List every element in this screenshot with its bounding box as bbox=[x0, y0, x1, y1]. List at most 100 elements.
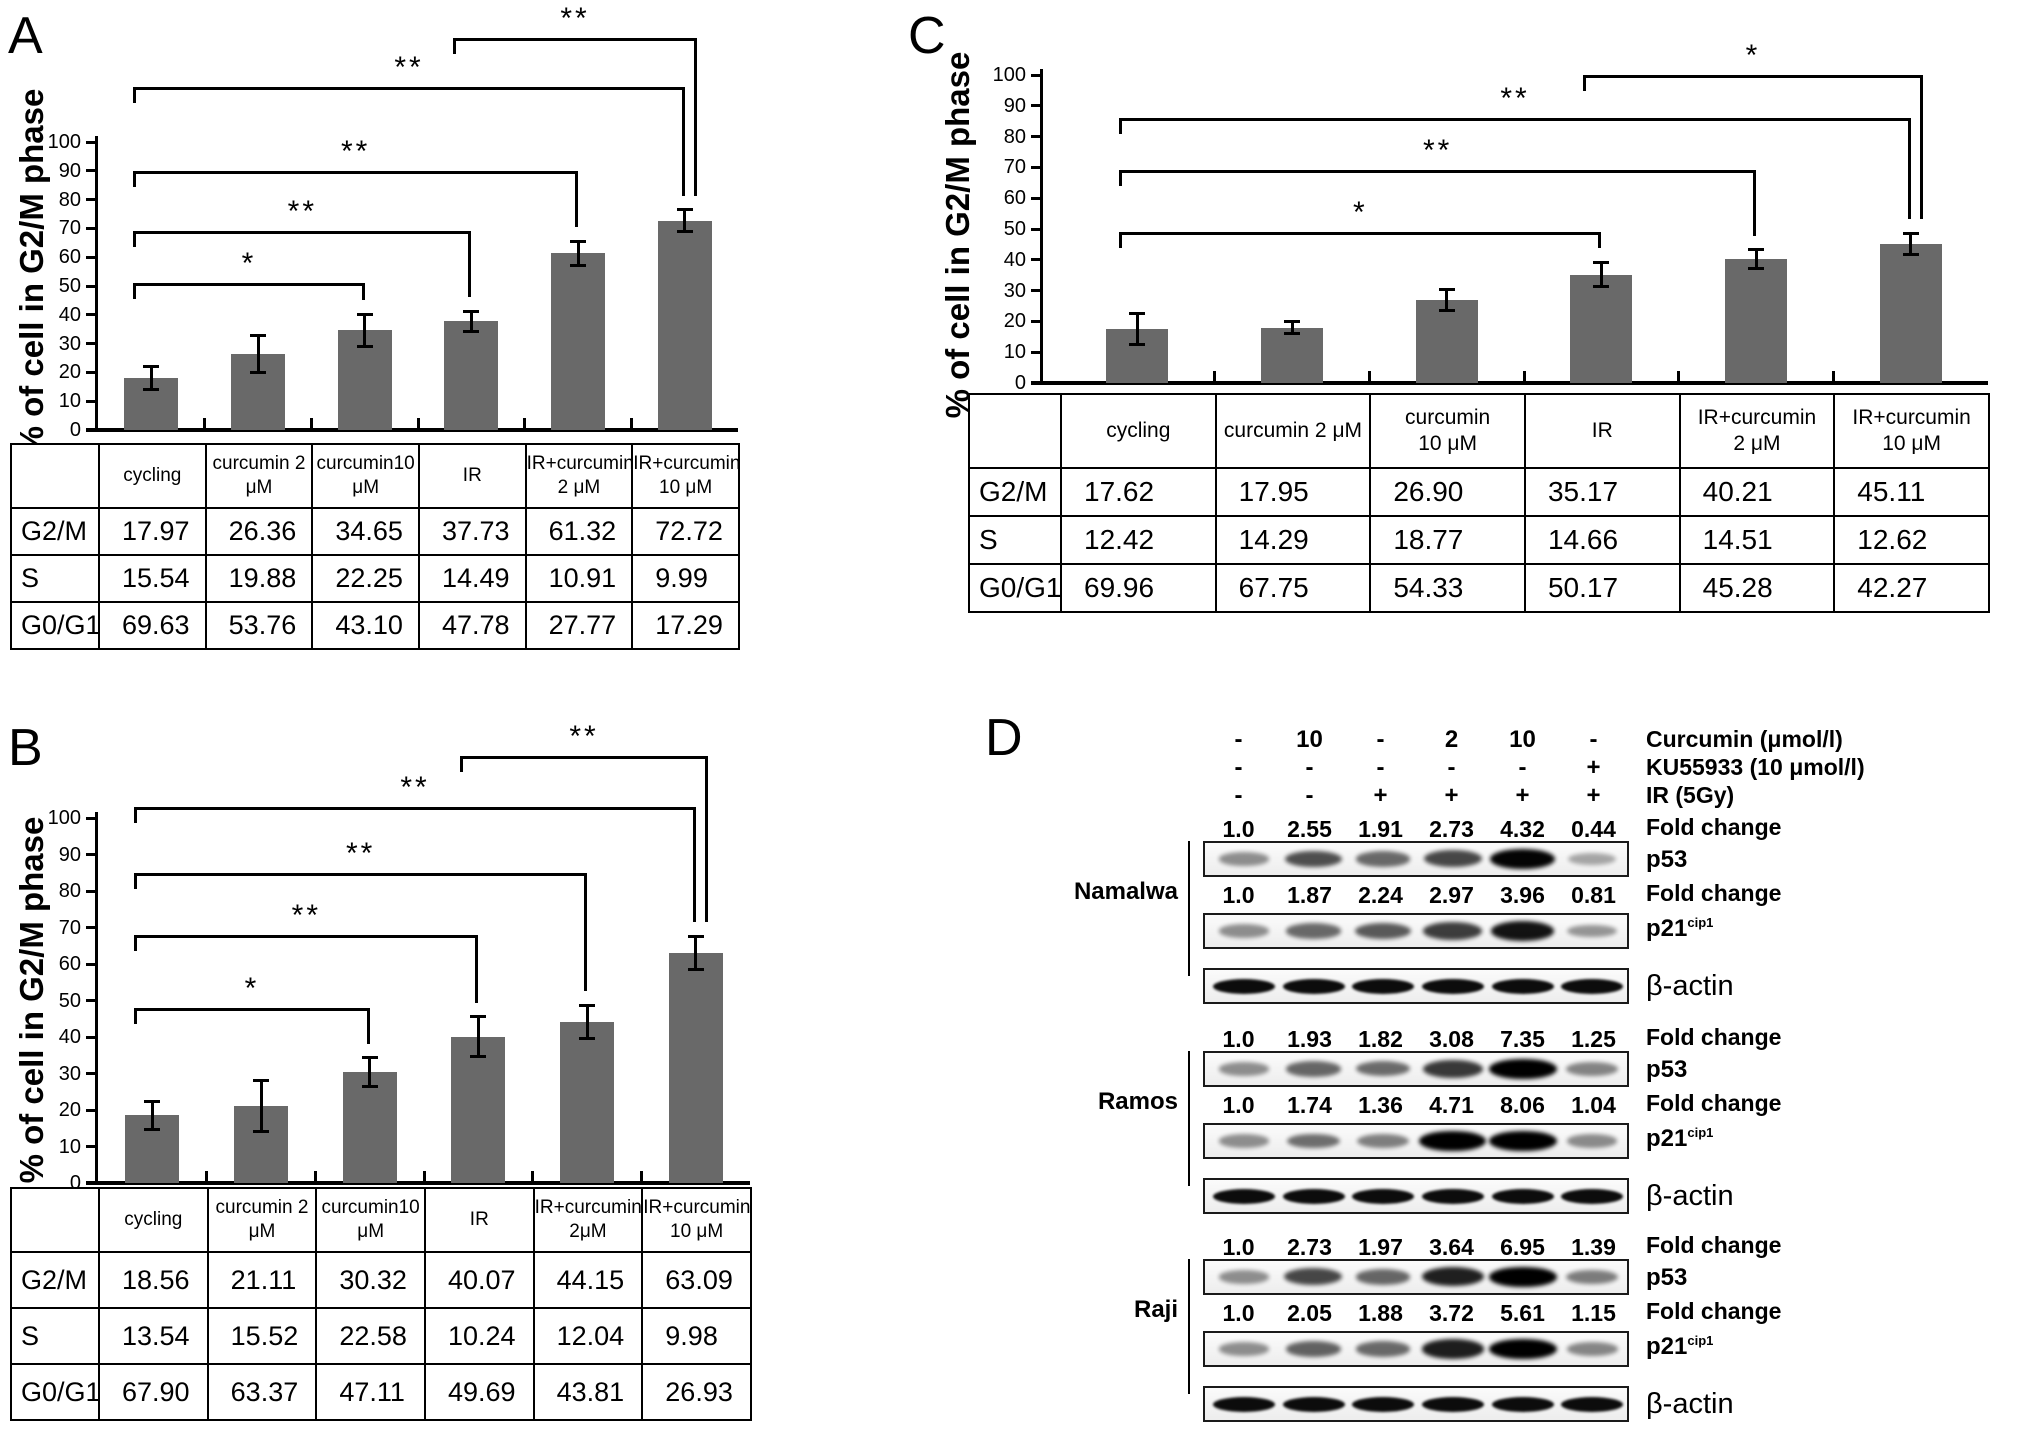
error-bar-line bbox=[1135, 313, 1139, 345]
blot-band bbox=[1284, 850, 1343, 868]
sig-bracket-left-tick bbox=[134, 1007, 138, 1024]
x-category-tick bbox=[1677, 371, 1681, 383]
y-tick-label: 40 bbox=[58, 303, 81, 326]
blot-band bbox=[1561, 978, 1624, 994]
table-cell: 44.15 bbox=[532, 1251, 644, 1309]
error-bar-cap-bottom bbox=[1129, 342, 1146, 346]
x-category-tick bbox=[531, 1171, 535, 1183]
blot-band bbox=[1212, 1188, 1275, 1204]
table-cell: 12.42 bbox=[1060, 515, 1217, 565]
blot-band bbox=[1561, 1188, 1624, 1204]
error-bar-cap-bottom bbox=[356, 344, 373, 348]
table-cell: 63.37 bbox=[206, 1363, 318, 1421]
y-tick bbox=[1031, 73, 1040, 77]
blot-band bbox=[1284, 1268, 1343, 1286]
significance-label: ** bbox=[340, 134, 371, 168]
y-tick-label: 30 bbox=[58, 332, 81, 355]
y-tick bbox=[1031, 196, 1040, 200]
y-tick bbox=[86, 999, 95, 1002]
blot-band bbox=[1282, 1396, 1345, 1412]
fold-change-value: 6.95 bbox=[1500, 1234, 1545, 1260]
blot-band bbox=[1421, 1339, 1484, 1359]
x-category-tick bbox=[309, 418, 313, 430]
table-col-header: IR bbox=[1523, 393, 1681, 469]
error-bar-line bbox=[259, 1080, 263, 1132]
significance-label: ** bbox=[345, 836, 376, 870]
fold-change-value: 1.0 bbox=[1222, 1234, 1255, 1260]
y-axis-line-A bbox=[95, 136, 98, 432]
bar-C-5 bbox=[1879, 244, 1942, 383]
treatment-value: + bbox=[1373, 782, 1388, 809]
data-table-B: cycling curcumin 2 μM curcumin10 μM IR IR+cu… bbox=[10, 1187, 752, 1421]
error-bar-cap-bottom bbox=[1748, 266, 1764, 270]
x-category-tick bbox=[1522, 371, 1526, 383]
y-tick-label: 0 bbox=[69, 1172, 81, 1194]
sig-bracket-left-tick bbox=[1583, 75, 1587, 91]
error-bar-cap-bottom bbox=[470, 1055, 487, 1059]
sig-bracket-line bbox=[1119, 170, 1756, 174]
fold-change-value: 3.72 bbox=[1429, 1300, 1474, 1326]
table-col-header: cycling bbox=[1060, 393, 1217, 469]
group-divider-line bbox=[1188, 1051, 1190, 1186]
treatment-value: 10 bbox=[1296, 726, 1323, 753]
error-bar-cap-bottom bbox=[144, 1127, 161, 1131]
y-tick-label: 40 bbox=[1003, 248, 1026, 271]
error-bar-cap-bottom bbox=[253, 1129, 269, 1133]
y-tick bbox=[86, 255, 95, 259]
y-tick bbox=[86, 1108, 95, 1112]
y-tick-label: 70 bbox=[58, 217, 81, 240]
sig-bracket-left-tick bbox=[133, 87, 137, 104]
error-bar-line bbox=[1445, 289, 1449, 311]
blot-band bbox=[1218, 1062, 1270, 1076]
blot-band bbox=[1561, 1396, 1624, 1412]
error-bar-line bbox=[683, 209, 687, 232]
protein-label: p53 bbox=[1646, 846, 1688, 873]
y-tick-label: 50 bbox=[1003, 218, 1026, 240]
sig-bracket-right-drop bbox=[1753, 170, 1756, 236]
table-col-header: IR+curcumin 2μM bbox=[532, 1187, 644, 1253]
bar-A-4 bbox=[551, 253, 605, 430]
error-bar-line bbox=[1909, 233, 1913, 255]
blot-band bbox=[1286, 1061, 1341, 1077]
table-cell: 69.96 bbox=[1060, 563, 1217, 613]
fold-change-value: 1.97 bbox=[1358, 1234, 1403, 1260]
blot-band bbox=[1421, 1188, 1484, 1204]
error-bar-line bbox=[150, 1101, 154, 1130]
fold-change-value: 1.0 bbox=[1222, 1092, 1255, 1118]
blot-band bbox=[1357, 1134, 1410, 1148]
error-bar-line bbox=[1754, 249, 1758, 269]
treatment-label: IR (5Gy) bbox=[1646, 782, 1735, 808]
table-cell: 15.54 bbox=[98, 554, 207, 603]
significance-label: ** bbox=[560, 2, 590, 36]
bar-B-4 bbox=[560, 1021, 614, 1183]
fold-change-value: 1.36 bbox=[1358, 1092, 1403, 1118]
y-tick-label: 100 bbox=[47, 807, 81, 829]
sig-bracket-line bbox=[133, 170, 578, 174]
error-bar-cap-top bbox=[463, 309, 480, 313]
group-divider-line bbox=[1188, 841, 1190, 976]
significance-label: * bbox=[241, 247, 257, 281]
table-cell: 49.69 bbox=[423, 1363, 535, 1421]
error-bar-line bbox=[368, 1057, 372, 1087]
beta-actin-label: β-actin bbox=[1646, 1388, 1734, 1420]
protein-label: p21cip1 bbox=[1646, 915, 1714, 942]
y-tick-label: 50 bbox=[58, 275, 81, 297]
table-cell: 53.76 bbox=[204, 601, 314, 650]
blot-strip-ramos-actin bbox=[1203, 1178, 1629, 1214]
y-tick bbox=[86, 816, 95, 820]
y-tick bbox=[86, 889, 95, 893]
blot-band bbox=[1491, 978, 1554, 994]
error-bar-line bbox=[694, 936, 698, 970]
table-cell: 14.51 bbox=[1678, 515, 1836, 565]
y-tick bbox=[1031, 319, 1040, 323]
table-col-header: cycling bbox=[98, 1187, 209, 1253]
fold-change-value: 1.74 bbox=[1287, 1092, 1332, 1118]
fold-change-value: 1.0 bbox=[1222, 882, 1255, 908]
table-cell: 47.78 bbox=[417, 601, 527, 650]
sig-bracket-line bbox=[460, 755, 708, 759]
table-row-label: G0/G1 bbox=[10, 1363, 101, 1421]
x-axis-line-C bbox=[1031, 381, 1988, 385]
y-tick bbox=[86, 370, 95, 374]
treatment-value: - bbox=[1376, 754, 1385, 781]
table-col-header: curcumin10 μM bbox=[311, 443, 420, 509]
